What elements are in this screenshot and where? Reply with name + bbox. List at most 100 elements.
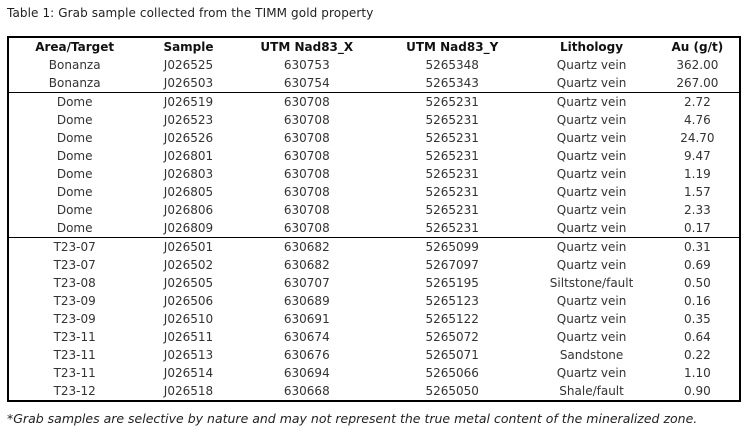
table-cell: 5265099 [376, 237, 528, 256]
table-cell: 630694 [283, 366, 330, 380]
table-cell: 5265195 [425, 276, 479, 290]
table-cell: 0.64 [684, 330, 711, 344]
table-cell: Dome [56, 203, 93, 217]
footnote: *Grab samples are selective by nature an… [7, 411, 698, 426]
table-cell: 5265348 [425, 58, 479, 72]
table-cell: 5265122 [425, 312, 479, 326]
table-cell: Quartz vein [556, 167, 627, 181]
table-cell: J026805 [163, 185, 214, 199]
table-row: Dome J026523 630708 5265231 Quartz vein 4.76 [8, 111, 740, 129]
table-row: T23-11 J026511 630674 5265072 Quartz vein 0.6… [8, 328, 740, 346]
table-cell: 5265231 [376, 92, 528, 111]
table-cell: J026809 [163, 221, 214, 235]
table-cell: 630708 [283, 167, 330, 181]
table-cell: 1.10 [684, 366, 711, 380]
table-cell: 0.17 [684, 221, 711, 235]
table-cell: J026505 [163, 276, 214, 290]
table-cell: J026503 [163, 76, 214, 90]
table-cell: Bonanza [48, 58, 101, 72]
table-cell: J026526 [163, 131, 214, 145]
table-row: T23-07 J026501 630682 5265099 Quartz vein 0.3… [8, 237, 740, 256]
table-cell: 5265231 [425, 185, 479, 199]
table-cell: Quartz vein [556, 312, 627, 326]
table-cell: 2.33 [684, 203, 711, 217]
table-cell: 5265343 [425, 76, 479, 90]
table-cell: J026511 [163, 330, 214, 344]
table-row: T23-12 J026518 630668 5265050 Shale/fault 0.9… [8, 382, 740, 401]
table-cell: Quartz vein [527, 237, 656, 256]
table-cell: 9.47 [684, 149, 711, 163]
table-cell: T23-08 [53, 276, 96, 290]
column-header-lithology: Lithology [560, 40, 624, 54]
table-cell: Dome [56, 167, 93, 181]
table-cell: 2.72 [655, 92, 740, 111]
table-cell: 0.90 [684, 384, 711, 398]
table-row: T23-07 J026502 630682 5267097 Quartz vein 0.6… [8, 256, 740, 274]
table-cell: Quartz vein [556, 58, 627, 72]
table-cell: Quartz vein [556, 366, 627, 380]
table-cell: 630753 [283, 58, 330, 72]
table-cell: 5265231 [425, 131, 479, 145]
table-cell: J026514 [163, 366, 214, 380]
table-cell: Dome [56, 131, 93, 145]
table-cell: 630668 [283, 384, 330, 398]
table-cell: 630708 [283, 185, 330, 199]
table-cell: 0.35 [684, 312, 711, 326]
table-cell: J026502 [163, 258, 214, 272]
table-cell: Bonanza [48, 76, 101, 90]
table-cell: 630676 [283, 348, 330, 362]
table-cell: 267.00 [676, 76, 719, 90]
table-cell: Quartz vein [556, 330, 627, 344]
table-cell: J026518 [163, 384, 214, 398]
table-cell: T23-11 [53, 366, 96, 380]
table-cell: Quartz vein [556, 203, 627, 217]
table-row: Dome J026803 630708 5265231 Quartz vein 1.19 [8, 165, 740, 183]
table-cell: 5265231 [425, 203, 479, 217]
table-cell: 630754 [283, 76, 330, 90]
table-cell: T23-11 [53, 348, 96, 362]
table-cell: 630708 [236, 92, 377, 111]
table-cell: Quartz vein [556, 131, 627, 145]
table-row: T23-09 J026510 630691 5265122 Quartz vein 0.3… [8, 310, 740, 328]
table-cell: J026801 [163, 149, 214, 163]
table-cell: Quartz vein [556, 149, 627, 163]
table-cell: Dome [8, 92, 141, 111]
column-header-utm-y: UTM Nad83_Y [406, 40, 499, 54]
table-cell: Quartz vein [527, 92, 656, 111]
table-header: Area/Target Sample UTM Nad83_X UTM Nad83… [8, 37, 740, 56]
table-cell: T23-12 [53, 384, 96, 398]
table-row: Dome J026801 630708 5265231 Quartz vein 9.47 [8, 147, 740, 165]
table-cell: 630708 [283, 149, 330, 163]
table-row: Dome J026809 630708 5265231 Quartz vein 0.17 [8, 219, 740, 238]
table-cell: 630691 [283, 312, 330, 326]
column-header-au: Au (g/t) [671, 40, 724, 54]
table-cell: Dome [56, 221, 93, 235]
table-cell: 5265231 [425, 167, 479, 181]
table-cell: 630708 [283, 221, 330, 235]
table-row: Dome J026806 630708 5265231 Quartz vein 2.33 [8, 201, 740, 219]
table-cell: T23-09 [53, 312, 96, 326]
table-cell: Quartz vein [556, 76, 627, 90]
table-row: T23-08 J026505 630707 5265195 Siltstone/faul… [8, 274, 740, 292]
table-row: Bonanza J026503 630754 5265343 Quartz vein 26… [8, 74, 740, 93]
table-row: Dome J026805 630708 5265231 Quartz vein 1.57 [8, 183, 740, 201]
column-header-utm-x: UTM Nad83_X [260, 40, 354, 54]
table-cell: Dome [56, 185, 93, 199]
table-cell: 0.22 [684, 348, 711, 362]
table-row: T23-11 J026514 630694 5265066 Quartz vein 1.1… [8, 364, 740, 382]
table-cell: J026513 [163, 348, 214, 362]
table-body: Bonanza J026525 630753 5265348 Quartz vein 36… [8, 56, 740, 401]
table-cell: J026523 [163, 113, 214, 127]
table-row: Bonanza J026525 630753 5265348 Quartz vein 36… [8, 56, 740, 74]
table-cell: J026803 [163, 167, 214, 181]
column-header-sample: Sample [163, 40, 214, 54]
table-cell: T23-11 [53, 330, 96, 344]
grab-sample-table: Area/Target Sample UTM Nad83_X UTM Nad83… [7, 36, 741, 402]
table-cell: T23-07 [53, 258, 96, 272]
table-cell: J026506 [163, 294, 214, 308]
table-cell: 24.70 [680, 131, 715, 145]
table-cell: Siltstone/fault [549, 276, 634, 290]
column-header-area-target: Area/Target [35, 40, 115, 54]
table-cell: 630708 [283, 113, 330, 127]
